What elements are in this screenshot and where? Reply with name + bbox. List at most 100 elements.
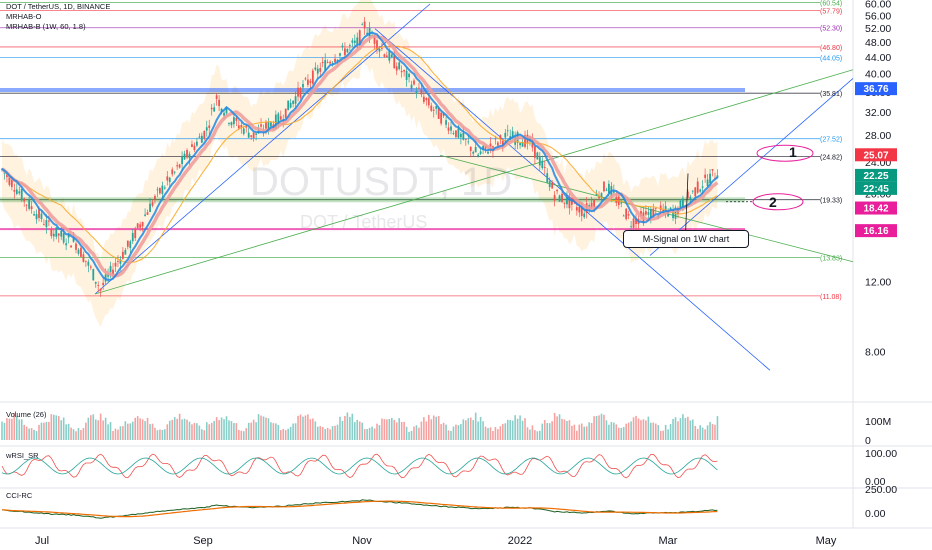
volume-bar [65,424,67,440]
volume-bar [613,422,615,440]
volume-bar [423,417,425,440]
volume-bar [682,414,684,440]
volume-bar [694,425,697,440]
volume-bar [344,416,346,440]
candle-body [482,145,484,150]
volume-bar [563,419,566,440]
candle-body [154,195,156,200]
candle-body [307,79,309,85]
volume-bar [689,420,692,440]
volume-bar [595,415,598,440]
volume-bar [134,417,137,440]
volume-bar [620,427,623,440]
volume-bar [497,429,499,440]
candle-body [89,266,92,268]
candle-body [188,153,191,159]
volume-bar [511,420,514,440]
wrsi-line [1,453,718,479]
candle-body [82,254,85,262]
volume-bar [506,419,509,440]
volume-bar [159,429,161,440]
candle-body [77,249,80,254]
level-label: (13.83) [820,256,842,263]
candle-body [662,209,665,212]
candle-body [213,107,216,112]
candle-body [87,261,90,266]
candle-body [376,40,378,50]
candle-body [701,186,704,188]
volume-bar [499,426,502,440]
volume-bar [30,428,33,440]
candle-body [430,105,433,111]
volume-bar [107,424,109,440]
volume-bar [6,418,8,440]
candle-body [501,140,504,146]
volume-bar [85,422,87,440]
volume-bar [605,420,608,440]
volume-bar [82,428,85,440]
volume-bar [119,426,122,440]
candle-body [267,121,270,131]
candle-body [410,84,413,90]
volume-bar [183,418,186,440]
volume-bar [677,421,679,440]
volume-bar [598,415,600,440]
y-tick-label: 56.00 [865,10,891,22]
volume-bar [282,429,285,440]
candle-body [151,202,154,206]
candle-body [23,198,26,202]
volume-bar [635,415,637,440]
volume-bar [235,423,238,440]
volume-bar [220,417,223,440]
volume-bar [684,417,687,440]
volume-bar [275,423,277,440]
candle-body [706,179,709,186]
candle-body [13,189,16,192]
volume-bar [625,423,627,440]
volume-bar [154,427,156,440]
volume-bar [57,416,60,440]
candle-body [50,228,53,237]
candle-body [390,54,393,58]
volume-bar [349,416,351,440]
candle-body [645,211,647,215]
volume-bar [526,427,529,440]
price-tag-bg [855,148,897,162]
ma-line-blue [1,31,719,282]
volume-bar [230,421,233,440]
volume-bar [410,430,413,440]
volume-bar [117,429,119,440]
price-tag: 36.76 [863,84,888,95]
volume-bar [43,422,45,440]
volume-bar [316,426,319,440]
candle-body [506,130,509,132]
wrsi-tick: 100.00 [865,448,897,460]
volume-bar [482,421,484,440]
volume-bar [156,430,159,440]
volume-bar [435,416,438,440]
volume-bar [588,422,590,440]
volume-bar [363,429,366,440]
candle-body [543,166,546,168]
volume-bar [60,420,63,440]
volume-bar [205,422,208,440]
volume-bar [536,431,539,440]
candle-body [220,108,223,113]
candle-body [255,133,258,135]
candle-body [45,220,48,227]
candle-body [524,135,526,147]
volume-bar [590,422,593,440]
candle-body [575,207,578,211]
volume-bar [455,424,457,440]
cci-tick: 250.00 [865,484,897,496]
candle-body [131,232,134,242]
volume-bar [484,426,487,440]
candle-body [15,189,18,195]
candle-body [57,233,60,236]
volume-bar [388,419,391,440]
candle-body [467,141,470,143]
candle-body [398,62,401,70]
volume-bar [687,416,689,440]
candle-body [395,66,398,71]
candle-body [18,191,21,194]
